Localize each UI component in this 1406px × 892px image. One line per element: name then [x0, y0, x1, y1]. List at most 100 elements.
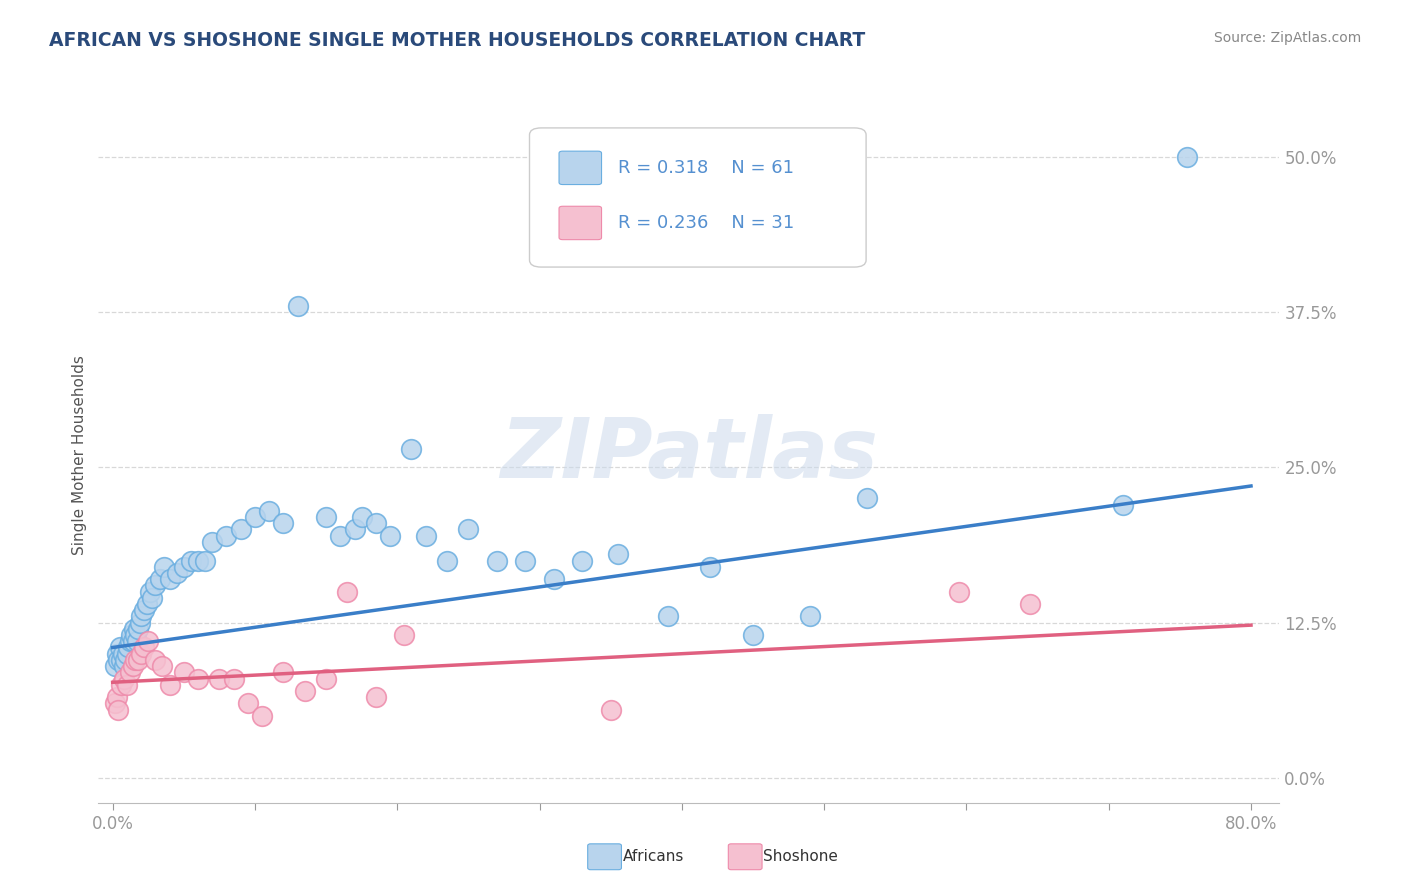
- Point: [120, 628, 142, 642]
- Point: [315, 672, 337, 686]
- Point: [107, 653, 129, 667]
- Point: [343, 523, 366, 537]
- Text: AFRICAN VS SHOSHONE SINGLE MOTHER HOUSEHOLDS CORRELATION CHART: AFRICAN VS SHOSHONE SINGLE MOTHER HOUSEH…: [49, 31, 866, 50]
- Point: [457, 523, 479, 537]
- Text: R = 0.318    N = 61: R = 0.318 N = 61: [619, 159, 794, 177]
- Text: R = 0.236    N = 31: R = 0.236 N = 31: [619, 214, 794, 232]
- Point: [394, 628, 416, 642]
- Point: [125, 634, 148, 648]
- FancyBboxPatch shape: [530, 128, 866, 267]
- Point: [104, 659, 127, 673]
- Point: [115, 678, 138, 692]
- Point: [187, 672, 209, 686]
- Point: [336, 584, 359, 599]
- Point: [132, 640, 155, 655]
- Point: [114, 653, 136, 667]
- Point: [194, 553, 217, 567]
- Point: [208, 672, 231, 686]
- Point: [104, 697, 127, 711]
- Point: [143, 578, 166, 592]
- Point: [173, 559, 195, 574]
- Point: [124, 628, 146, 642]
- Point: [180, 553, 202, 567]
- Point: [187, 553, 209, 567]
- Point: [135, 597, 157, 611]
- Point: [107, 703, 129, 717]
- Point: [108, 640, 131, 655]
- Point: [273, 665, 295, 680]
- Point: [571, 553, 593, 567]
- Point: [699, 559, 721, 574]
- Point: [215, 529, 238, 543]
- Point: [173, 665, 195, 680]
- Point: [118, 634, 141, 648]
- Point: [122, 622, 145, 636]
- Point: [599, 703, 621, 717]
- Point: [485, 553, 508, 567]
- Point: [250, 708, 273, 723]
- Point: [515, 553, 537, 567]
- Point: [129, 609, 152, 624]
- Point: [350, 510, 373, 524]
- Point: [415, 529, 437, 543]
- Point: [799, 609, 821, 624]
- Point: [111, 647, 134, 661]
- Point: [110, 678, 132, 692]
- Point: [105, 690, 128, 705]
- Point: [110, 653, 132, 667]
- Point: [378, 529, 401, 543]
- Point: [1112, 498, 1135, 512]
- Point: [159, 572, 181, 586]
- Point: [132, 603, 155, 617]
- Point: [229, 523, 252, 537]
- Point: [201, 534, 224, 549]
- Point: [222, 672, 245, 686]
- Point: [236, 697, 259, 711]
- Point: [149, 572, 172, 586]
- Point: [141, 591, 163, 605]
- Point: [287, 299, 309, 313]
- Point: [543, 572, 565, 586]
- Point: [112, 659, 135, 673]
- Point: [166, 566, 188, 580]
- Point: [136, 634, 159, 648]
- FancyBboxPatch shape: [560, 151, 602, 185]
- Point: [159, 678, 181, 692]
- Point: [128, 615, 150, 630]
- Point: [1019, 597, 1042, 611]
- Point: [742, 628, 765, 642]
- Point: [364, 690, 387, 705]
- Point: [115, 647, 138, 661]
- Text: Source: ZipAtlas.com: Source: ZipAtlas.com: [1213, 31, 1361, 45]
- Point: [121, 659, 143, 673]
- Point: [1175, 150, 1198, 164]
- Point: [294, 684, 316, 698]
- FancyBboxPatch shape: [560, 206, 602, 240]
- Point: [273, 516, 295, 531]
- Text: Africans: Africans: [623, 849, 685, 863]
- Point: [112, 672, 135, 686]
- Point: [143, 653, 166, 667]
- Point: [127, 622, 149, 636]
- Point: [948, 584, 970, 599]
- Point: [243, 510, 266, 524]
- Point: [606, 547, 628, 561]
- Y-axis label: Single Mother Households: Single Mother Households: [72, 355, 87, 555]
- Point: [129, 647, 152, 661]
- Point: [118, 665, 141, 680]
- Point: [364, 516, 387, 531]
- Point: [856, 491, 879, 506]
- Point: [152, 659, 174, 673]
- Point: [329, 529, 352, 543]
- Text: ZIPatlas: ZIPatlas: [501, 415, 877, 495]
- Point: [401, 442, 423, 456]
- Point: [117, 640, 139, 655]
- Text: Shoshone: Shoshone: [763, 849, 838, 863]
- Point: [657, 609, 679, 624]
- Point: [127, 653, 149, 667]
- Point: [315, 510, 337, 524]
- Point: [121, 634, 143, 648]
- Point: [436, 553, 458, 567]
- Point: [138, 584, 160, 599]
- Point: [124, 653, 146, 667]
